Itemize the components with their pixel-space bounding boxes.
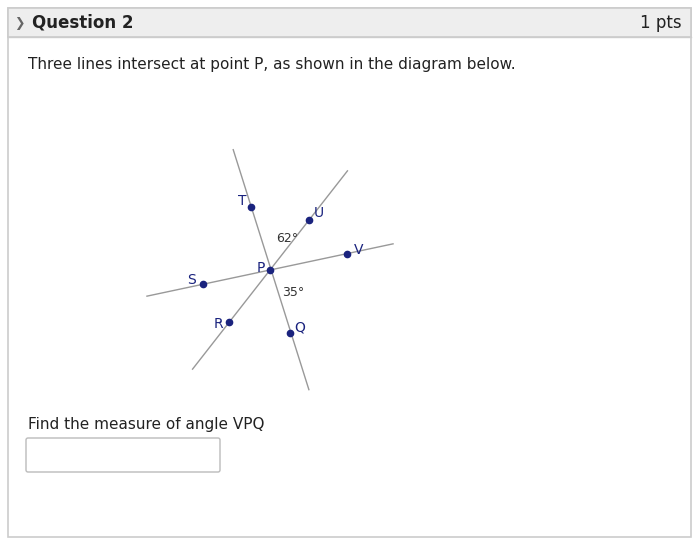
Text: R: R bbox=[213, 317, 223, 331]
Text: U: U bbox=[313, 205, 324, 220]
Text: Three lines intersect at point P, as shown in the diagram below.: Three lines intersect at point P, as sho… bbox=[28, 58, 516, 72]
Text: 35°: 35° bbox=[282, 286, 304, 299]
FancyBboxPatch shape bbox=[26, 438, 220, 472]
Text: Find the measure of angle VPQ: Find the measure of angle VPQ bbox=[28, 417, 264, 433]
Text: T: T bbox=[238, 194, 246, 208]
Text: Question 2: Question 2 bbox=[32, 14, 134, 32]
Text: P: P bbox=[257, 261, 266, 275]
Text: 62°: 62° bbox=[276, 232, 298, 245]
Text: V: V bbox=[354, 243, 363, 257]
Text: ❯: ❯ bbox=[14, 16, 24, 29]
Text: S: S bbox=[187, 273, 196, 287]
Text: 1 pts: 1 pts bbox=[640, 14, 682, 32]
FancyBboxPatch shape bbox=[8, 8, 691, 37]
FancyBboxPatch shape bbox=[8, 8, 691, 537]
Text: Q: Q bbox=[294, 321, 305, 335]
